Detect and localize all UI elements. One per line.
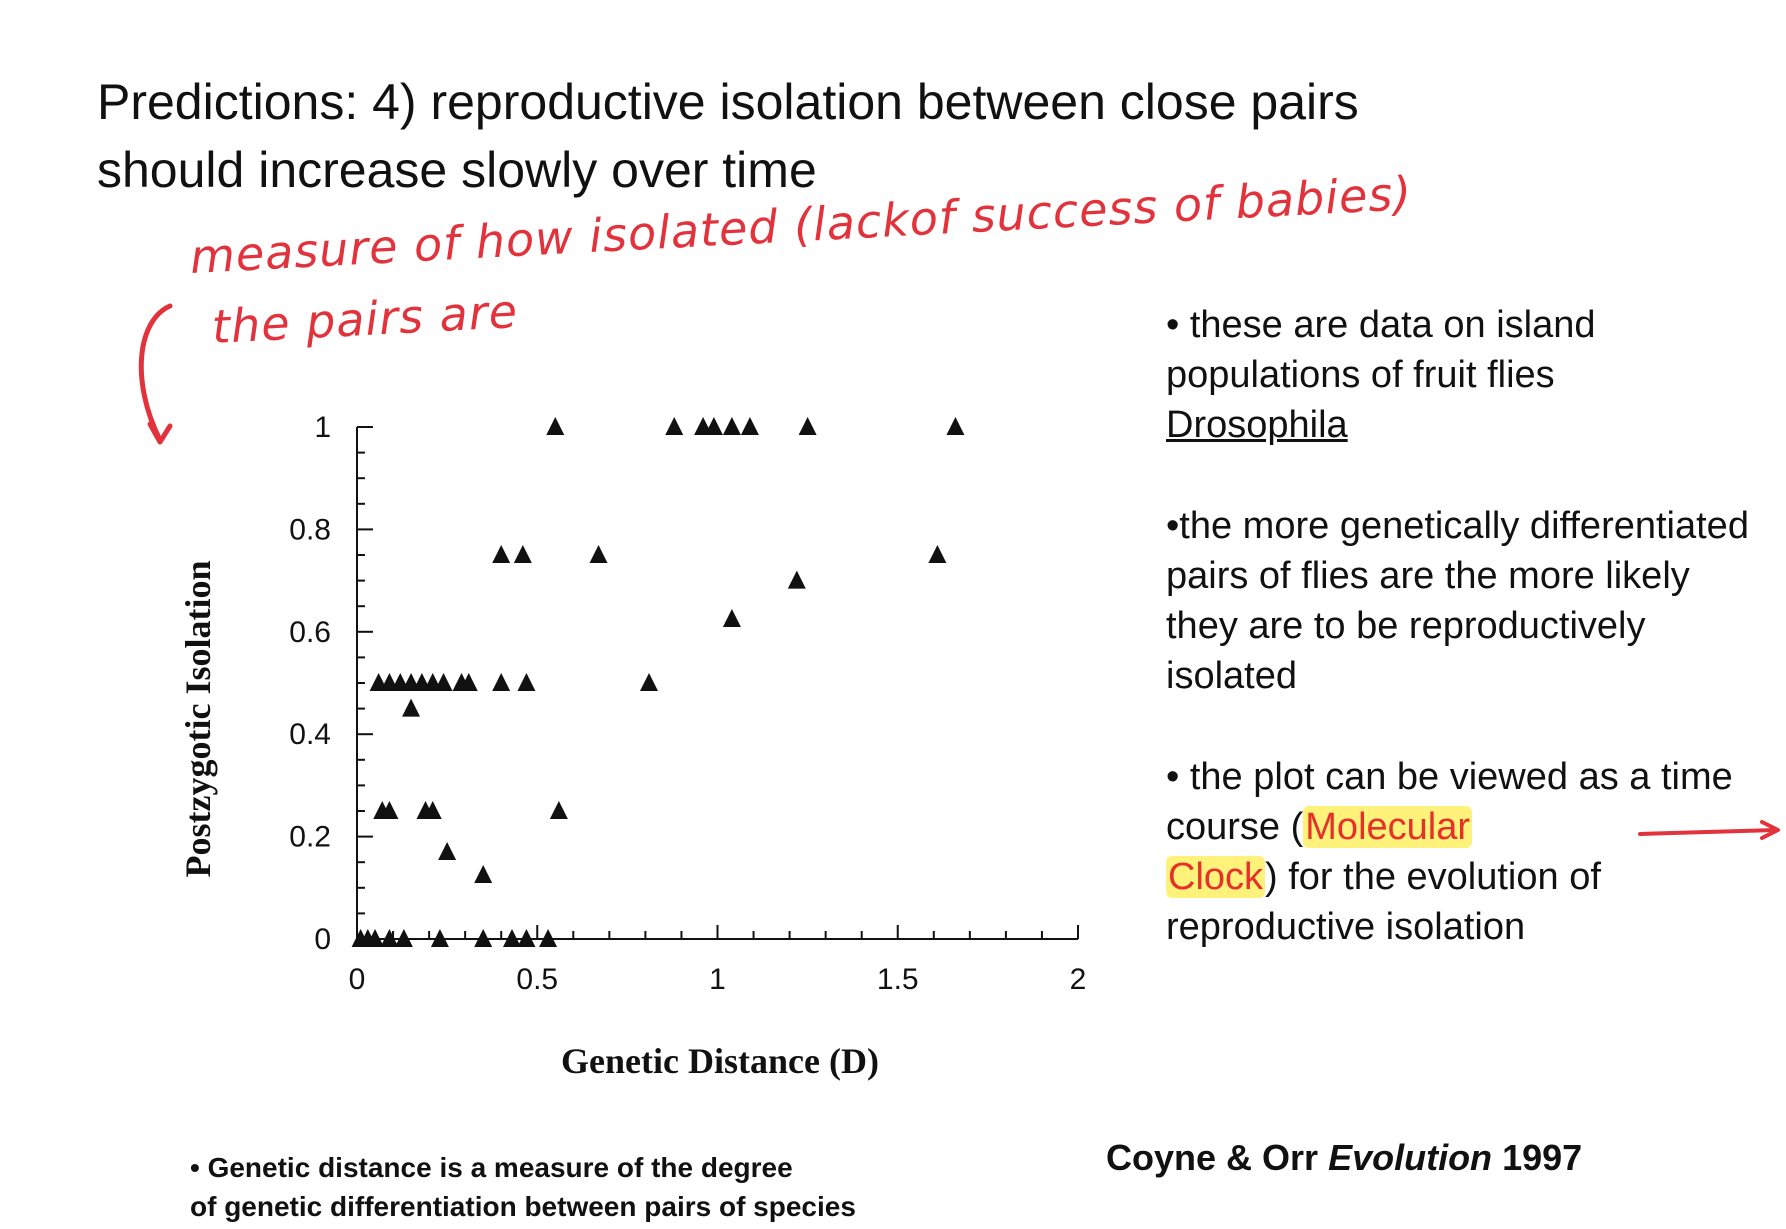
y-tick-label: 0.2 [289, 821, 331, 854]
data-point [513, 545, 532, 563]
data-point [430, 929, 449, 947]
data-point [589, 545, 608, 563]
data-point [740, 417, 759, 435]
slide-title-line2: should increase slowly over time [97, 142, 817, 198]
data-point [474, 865, 493, 883]
clock-highlight: Clock [1166, 856, 1266, 898]
x-tick-label: 0 [349, 963, 366, 996]
x-tick-label: 1.5 [877, 963, 919, 996]
bullet-item-drosophila: • these are data on island populations o… [1166, 300, 1766, 450]
data-point [928, 545, 947, 563]
x-tick-label: 0.5 [516, 963, 558, 996]
bullet-text: • these are data on island populations o… [1166, 304, 1596, 396]
bullet-list: • these are data on island populations o… [1166, 300, 1766, 1003]
citation: Coyne & Orr Evolution 1997 [1106, 1137, 1582, 1179]
data-point [722, 417, 741, 435]
x-axis-label: Genetic Distance (D) [561, 1041, 879, 1081]
data-point [517, 673, 536, 691]
data-point [517, 929, 536, 947]
citation-authors: Coyne & Orr [1106, 1137, 1319, 1178]
bullet-item-time-course: • the plot can be viewed as a time cours… [1166, 752, 1766, 952]
data-point [546, 417, 565, 435]
y-tick-label: 0.8 [289, 513, 331, 546]
y-axis-label: Postzygotic Isolation [178, 561, 218, 878]
citation-journal: Evolution [1328, 1137, 1493, 1178]
data-point [539, 929, 558, 947]
y-tick-label: 0.6 [289, 616, 331, 649]
data-point [402, 698, 421, 717]
data-point [492, 673, 511, 691]
data-point [946, 417, 965, 435]
data-point [722, 609, 741, 627]
x-tick-label: 1 [709, 963, 726, 996]
data-point [704, 417, 723, 435]
data-point [366, 929, 385, 947]
y-tick-label: 0.4 [289, 718, 331, 751]
x-tick-label: 2 [1070, 963, 1087, 996]
chart-ticks: 0 0.5 1 1.5 2 0 0.2 0.4 0.6 0.8 1 [289, 411, 1086, 996]
data-point [380, 929, 399, 947]
bullet-text: • the plot can be viewed as a time cours… [1166, 756, 1733, 848]
slide-title: Predictions: 4) reproductive isolation b… [97, 68, 1657, 204]
data-point [787, 570, 806, 589]
data-point [438, 841, 457, 860]
slide-title-line1: Predictions: 4) reproductive isolation b… [97, 74, 1359, 130]
citation-year: 1997 [1502, 1137, 1583, 1178]
chart-points [351, 417, 965, 947]
bullet-text: •the more genetically differentiated pai… [1166, 505, 1749, 697]
footnote-line1: • Genetic distance is a measure of the d… [190, 1152, 793, 1183]
data-point [474, 929, 493, 947]
footnote-line2: of genetic differentiation between pairs… [190, 1191, 856, 1222]
data-point [640, 673, 659, 691]
data-point [503, 929, 522, 947]
bullet-item-differentiation: •the more genetically differentiated pai… [1166, 501, 1766, 701]
bullet-text: ) for the evolution of reproductive isol… [1166, 856, 1601, 948]
data-point [459, 673, 478, 691]
data-point [434, 673, 453, 691]
data-point [549, 801, 568, 819]
data-point [423, 801, 442, 819]
drosophila-underlined: Drosophila [1166, 404, 1348, 446]
footnote: • Genetic distance is a measure of the d… [190, 1148, 1090, 1226]
data-point [492, 545, 511, 563]
molecular-highlight: Molecular [1303, 806, 1473, 848]
data-point [394, 929, 413, 947]
y-tick-label: 1 [314, 411, 331, 444]
y-tick-label: 0 [314, 923, 331, 956]
data-point [380, 801, 399, 819]
data-point [665, 417, 684, 435]
data-point [798, 417, 817, 435]
